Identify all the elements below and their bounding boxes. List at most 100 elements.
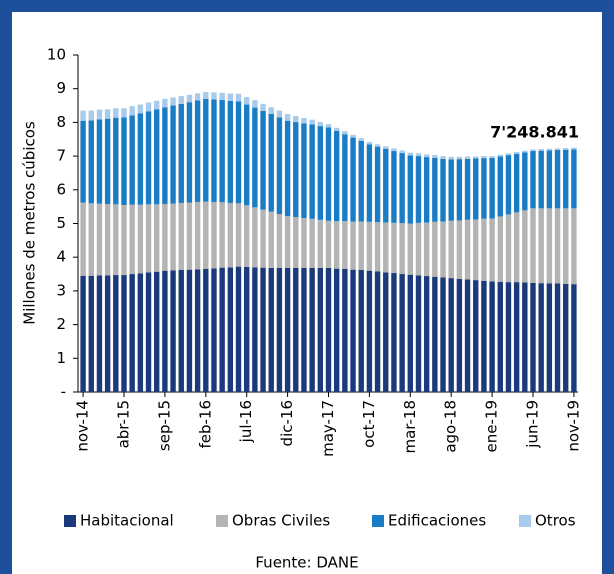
bar-segment <box>513 153 520 213</box>
bar-segment <box>162 203 168 271</box>
bar-segment <box>137 273 144 392</box>
bar-segment <box>80 202 86 276</box>
bar-segment <box>227 267 234 392</box>
bar-segment <box>350 134 356 138</box>
x-tick-label: ago-18 <box>442 400 460 453</box>
bar-segment <box>342 221 348 269</box>
bar-segment <box>227 202 234 268</box>
bar-segment <box>170 105 176 204</box>
bar-segment <box>194 93 201 101</box>
bar-segment <box>268 107 274 114</box>
legend-swatch <box>64 515 76 527</box>
bar-segment <box>211 99 217 202</box>
bar-segment <box>554 150 561 209</box>
x-tick-label: jul-16 <box>237 400 255 443</box>
bar-segment <box>366 221 373 271</box>
bar-segment <box>358 138 364 141</box>
bar-segment <box>284 113 291 121</box>
bar-segment <box>554 283 561 392</box>
y-tick-label: 6 <box>56 180 66 198</box>
bar-segment <box>342 134 348 222</box>
bar-segment <box>252 100 258 108</box>
bar-segment <box>415 156 422 223</box>
bar-segment <box>88 110 94 121</box>
bar-segment <box>145 102 152 112</box>
bar-segment <box>391 273 397 392</box>
bar-segment <box>309 119 315 125</box>
bar-segment <box>162 98 168 108</box>
legend-label: Habitacional <box>80 512 174 530</box>
bar-segment <box>88 275 94 392</box>
bar-segment <box>497 156 503 217</box>
x-tick-label: dic-16 <box>278 400 296 446</box>
bar-segment <box>505 214 512 283</box>
bar-segment <box>489 156 495 158</box>
bar-segment <box>530 208 536 283</box>
bar-segment <box>325 220 332 268</box>
bar-segment <box>145 111 152 205</box>
bar-segment <box>554 208 561 284</box>
bar-segment <box>235 93 242 102</box>
bar-segment <box>178 103 184 203</box>
bar-segment <box>235 203 242 267</box>
y-tick-label: 4 <box>56 248 66 266</box>
bar-segment <box>80 110 86 121</box>
bar-segment <box>489 218 495 282</box>
bar-segment <box>235 266 242 392</box>
bar-segment <box>333 221 340 269</box>
bar-segment <box>113 108 119 118</box>
bar-segment <box>252 107 258 208</box>
bar-segment <box>456 156 463 160</box>
bar-segment <box>121 204 127 276</box>
bar-segment <box>293 267 299 392</box>
y-tick-label: 7 <box>56 147 66 165</box>
bar-segment <box>423 154 430 158</box>
bar-segment <box>178 270 184 392</box>
bar-segment <box>227 100 234 203</box>
bar-segment <box>317 219 324 268</box>
x-tick-label: may-17 <box>319 400 337 457</box>
bar-segment <box>301 123 307 219</box>
bar-segment <box>522 152 528 211</box>
bar-segment <box>440 156 446 159</box>
bar-segment <box>415 153 422 157</box>
bar-segment <box>154 271 160 392</box>
bar-segment <box>104 203 111 276</box>
bar-segment <box>440 221 446 278</box>
bar-segment <box>276 267 283 392</box>
bar-segment <box>489 281 495 392</box>
bar-segment <box>423 276 430 392</box>
x-tick-label: feb-16 <box>196 400 214 449</box>
bar-segment <box>325 127 332 221</box>
bar-segment <box>170 203 176 271</box>
bar-segment <box>301 267 307 392</box>
bar-segment <box>121 117 127 205</box>
bar-segment <box>194 201 201 270</box>
bar-segment <box>186 202 193 270</box>
legend-swatch <box>372 515 384 527</box>
y-tick-label: - <box>61 383 66 401</box>
bar-segment <box>211 268 217 392</box>
bar-segment <box>563 208 569 284</box>
bar-segment <box>129 204 135 275</box>
bar-segment <box>227 93 234 101</box>
bar-segment <box>554 148 561 151</box>
bar-segment <box>121 275 127 392</box>
bar-segment <box>96 109 103 120</box>
bar-segment <box>284 216 291 268</box>
bar-segment <box>260 110 266 210</box>
bar-segment <box>342 131 348 135</box>
bar-segment <box>178 96 184 104</box>
bar-segment <box>505 153 512 156</box>
bar-segment <box>571 284 577 392</box>
bar-segment <box>481 280 487 392</box>
bar-segment <box>104 109 111 119</box>
bar-segment <box>374 146 381 223</box>
bar-segment <box>448 278 454 392</box>
bar-segment <box>129 115 135 205</box>
bar-segment <box>137 204 144 274</box>
bar-segment <box>448 156 454 160</box>
bar-segment <box>129 106 135 116</box>
legend-label: Obras Civiles <box>232 512 330 530</box>
x-tick-label: nov-14 <box>74 400 92 452</box>
